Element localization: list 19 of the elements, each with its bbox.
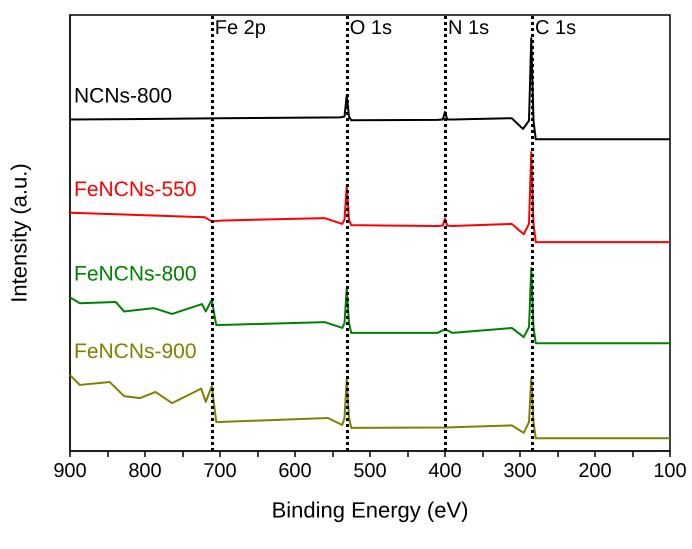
x-tick-label: 300 — [503, 460, 537, 482]
x-tick-label: 200 — [578, 460, 612, 482]
ref-line-label: Fe 2p — [214, 17, 266, 39]
ref-line-label: O 1s — [350, 17, 392, 39]
x-tick-label: 800 — [128, 460, 162, 482]
x-tick-label: 400 — [428, 460, 462, 482]
x-tick-label: 100 — [653, 460, 687, 482]
x-tick-label: 700 — [203, 460, 237, 482]
series-label: NCNs-800 — [74, 84, 172, 108]
x-tick-label: 600 — [278, 460, 312, 482]
x-axis-title: Binding Energy (eV) — [272, 498, 468, 522]
series-label: FeNCNs-550 — [74, 178, 197, 201]
y-axis-title: Intensity (a.u.) — [6, 163, 32, 303]
x-tick-label: 900 — [53, 460, 87, 482]
series-label: FeNCNs-900 — [74, 340, 197, 364]
series-label: FeNCNs-800 — [74, 262, 197, 286]
ref-line-label: C 1s — [535, 17, 576, 39]
ref-line-label: N 1s — [448, 17, 490, 39]
x-tick-label: 500 — [353, 460, 387, 482]
